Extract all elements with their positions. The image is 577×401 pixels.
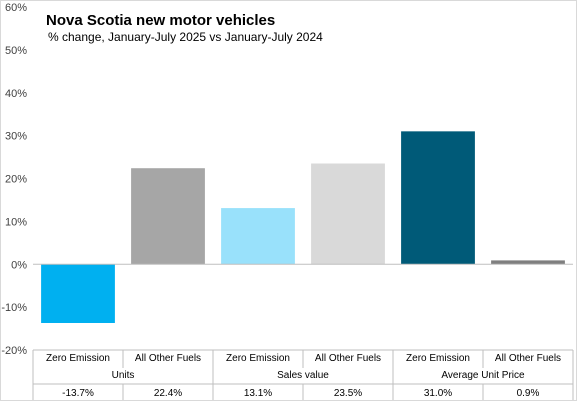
y-tick-label: 10%: [5, 216, 27, 228]
x-category-label: All Other Fuels: [315, 353, 381, 364]
y-tick-label: 60%: [5, 2, 27, 14]
x-category-label: All Other Fuels: [495, 353, 561, 364]
bar: [131, 168, 205, 265]
chart-subtitle: % change, January-July 2025 vs January-J…: [48, 30, 323, 44]
y-axis: 60% 50% 40% 30% 20% 10% 0% -10% -20%: [1, 2, 27, 357]
y-tick-label: -20%: [1, 345, 27, 357]
x-category-label: Zero Emission: [46, 353, 110, 364]
data-value-label: 31.0%: [424, 388, 452, 399]
bar: [491, 260, 565, 265]
bar: [401, 131, 475, 265]
bar: [41, 264, 115, 323]
y-tick-label: -10%: [1, 302, 27, 314]
x-category-label: All Other Fuels: [135, 353, 201, 364]
y-tick-label: 40%: [5, 88, 27, 100]
x-category-label: Zero Emission: [226, 353, 290, 364]
data-value-label: 22.4%: [154, 388, 182, 399]
y-tick-label: 20%: [5, 174, 27, 186]
x-group-label: Average Unit Price: [441, 370, 525, 381]
chart-title: Nova Scotia new motor vehicles: [46, 12, 275, 29]
data-value-label: 0.9%: [517, 388, 540, 399]
data-value-label: 13.1%: [244, 388, 272, 399]
data-value-label: -13.7%: [62, 388, 94, 399]
bar: [311, 163, 385, 265]
x-group-label: Sales value: [277, 370, 329, 381]
x-axis: Zero Emission -13.7% All Other Fuels 22.4% Z…: [32, 263, 574, 400]
x-group-label: Units: [112, 370, 135, 381]
y-tick-label: 30%: [5, 131, 27, 143]
y-tick-label: 50%: [5, 45, 27, 57]
x-category-label: Zero Emission: [406, 353, 470, 364]
bar: [221, 208, 295, 265]
bars: [41, 131, 565, 323]
y-tick-label: 0%: [11, 259, 27, 271]
data-value-label: 23.5%: [334, 388, 362, 399]
